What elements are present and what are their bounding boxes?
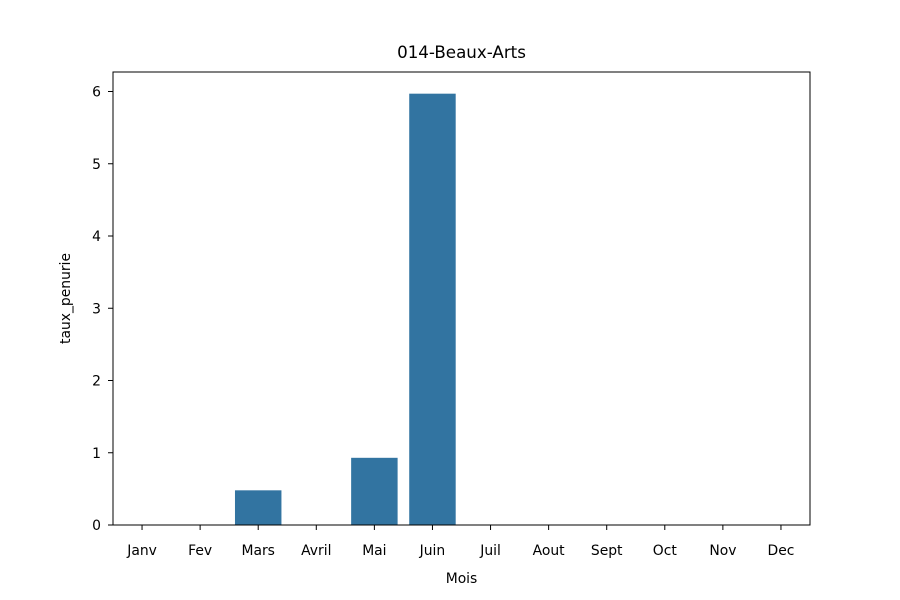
chart-title: 014-Beaux-Arts	[397, 42, 526, 62]
x-tick-label: Avril	[301, 543, 331, 559]
y-axis-ticks: 0 1 2 3 4 5 6	[92, 85, 113, 534]
y-tick-label: 4	[92, 229, 101, 245]
x-tick-label: Fev	[188, 543, 212, 559]
bar-mai	[351, 457, 398, 525]
x-tick-label: Sept	[591, 543, 623, 559]
y-tick-label: 6	[92, 85, 101, 101]
bar-mars	[234, 490, 282, 525]
y-tick-label: 5	[92, 157, 101, 173]
plot-frame	[112, 71, 811, 526]
x-tick-label: Nov	[709, 543, 736, 559]
x-tick-label: Juil	[479, 543, 501, 559]
y-tick-label: 3	[92, 301, 101, 317]
bars-group	[234, 93, 456, 525]
x-tick-label: Oct	[653, 543, 678, 559]
x-axis-label: Mois	[446, 571, 478, 587]
x-tick-label: Juin	[419, 543, 446, 559]
x-tick-label: Mai	[362, 543, 386, 559]
y-tick-label: 0	[92, 518, 101, 534]
x-axis-ticks: Janv Fev Mars Avril Mai Juin Juil Aout Sept Oct No…	[126, 525, 794, 559]
x-tick-label: Mars	[241, 543, 274, 559]
bar-juin	[409, 93, 456, 525]
x-tick-label: Aout	[533, 543, 566, 559]
x-tick-label: Janv	[126, 543, 157, 559]
y-axis-label: taux_penurie	[58, 253, 74, 344]
y-tick-label: 2	[92, 374, 101, 390]
y-tick-label: 1	[92, 446, 101, 462]
x-tick-label: Dec	[768, 543, 795, 559]
